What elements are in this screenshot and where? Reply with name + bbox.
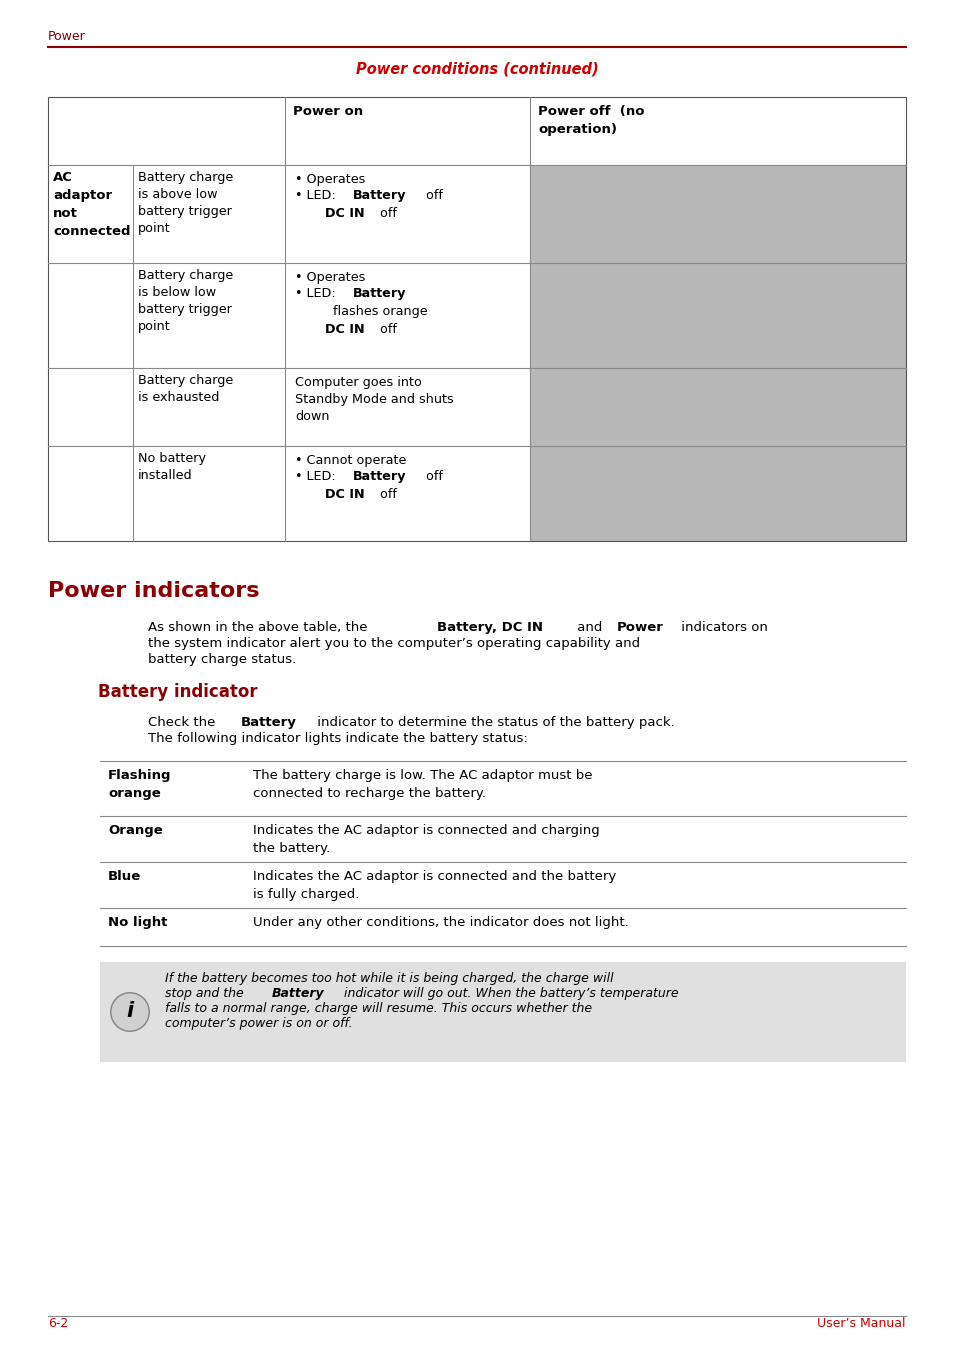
Text: Indicates the AC adaptor is connected and the battery
is fully charged.: Indicates the AC adaptor is connected an… bbox=[253, 869, 616, 900]
Text: As shown in the above table, the: As shown in the above table, the bbox=[148, 621, 372, 634]
Text: Orange: Orange bbox=[108, 823, 163, 837]
Text: i: i bbox=[127, 1000, 133, 1021]
Text: Battery: Battery bbox=[240, 717, 296, 729]
Text: Power: Power bbox=[617, 621, 663, 634]
Text: Battery charge
is exhausted: Battery charge is exhausted bbox=[138, 375, 233, 404]
Text: User’s Manual: User’s Manual bbox=[817, 1317, 905, 1330]
Text: Check the: Check the bbox=[148, 717, 219, 729]
Text: If the battery becomes too hot while it is being charged, the charge will: If the battery becomes too hot while it … bbox=[165, 972, 613, 986]
Text: Flashing
orange: Flashing orange bbox=[108, 769, 172, 799]
Bar bbox=[100, 963, 905, 1063]
Text: Battery, DC IN: Battery, DC IN bbox=[436, 621, 542, 634]
Text: AC
adaptor
not
connected: AC adaptor not connected bbox=[53, 170, 131, 238]
Circle shape bbox=[112, 994, 149, 1030]
Text: Battery: Battery bbox=[272, 987, 324, 1000]
Text: indicator will go out. When the battery’s temperature: indicator will go out. When the battery’… bbox=[339, 987, 678, 1000]
Text: indicators on: indicators on bbox=[677, 621, 767, 634]
Text: off: off bbox=[375, 207, 396, 220]
Text: stop and the: stop and the bbox=[165, 987, 248, 1000]
Text: The battery charge is low. The AC adaptor must be
connected to recharge the batt: The battery charge is low. The AC adapto… bbox=[253, 769, 592, 800]
Text: Battery: Battery bbox=[353, 287, 406, 300]
Text: Battery indicator: Battery indicator bbox=[98, 683, 257, 700]
Text: off: off bbox=[375, 323, 396, 337]
Text: computer’s power is on or off.: computer’s power is on or off. bbox=[165, 1017, 353, 1030]
Text: • LED:: • LED: bbox=[294, 189, 339, 201]
Text: falls to a normal range, charge will resume. This occurs whether the: falls to a normal range, charge will res… bbox=[165, 1002, 592, 1015]
Bar bbox=[530, 368, 905, 446]
Text: No battery
installed: No battery installed bbox=[138, 452, 206, 483]
Text: Battery charge
is below low
battery trigger
point: Battery charge is below low battery trig… bbox=[138, 269, 233, 333]
Text: Indicates the AC adaptor is connected and charging
the battery.: Indicates the AC adaptor is connected an… bbox=[253, 823, 599, 854]
Bar bbox=[530, 446, 905, 541]
Text: flashes orange: flashes orange bbox=[333, 306, 427, 318]
Text: 6-2: 6-2 bbox=[48, 1317, 69, 1330]
Text: Power conditions (continued): Power conditions (continued) bbox=[355, 62, 598, 77]
Text: • Operates: • Operates bbox=[294, 270, 365, 284]
Text: Blue: Blue bbox=[108, 869, 141, 883]
Bar bbox=[48, 97, 905, 541]
Bar bbox=[530, 165, 905, 264]
Text: DC IN: DC IN bbox=[325, 207, 364, 220]
Text: Battery: Battery bbox=[353, 189, 406, 201]
Text: Battery: Battery bbox=[353, 470, 406, 483]
Circle shape bbox=[110, 992, 150, 1032]
Text: • Operates: • Operates bbox=[294, 173, 365, 187]
Text: The following indicator lights indicate the battery status:: The following indicator lights indicate … bbox=[148, 731, 527, 745]
Text: indicator to determine the status of the battery pack.: indicator to determine the status of the… bbox=[313, 717, 674, 729]
Text: Under any other conditions, the indicator does not light.: Under any other conditions, the indicato… bbox=[253, 917, 628, 929]
Text: Battery charge
is above low
battery trigger
point: Battery charge is above low battery trig… bbox=[138, 170, 233, 235]
Text: the system indicator alert you to the computer’s operating capability and: the system indicator alert you to the co… bbox=[148, 637, 639, 650]
Text: Power: Power bbox=[48, 30, 86, 43]
Text: off: off bbox=[421, 189, 442, 201]
Text: battery charge status.: battery charge status. bbox=[148, 653, 296, 667]
Text: DC IN: DC IN bbox=[325, 488, 364, 502]
Text: and: and bbox=[573, 621, 606, 634]
Bar bbox=[530, 264, 905, 368]
Text: DC IN: DC IN bbox=[325, 323, 364, 337]
Text: Power off  (no
operation): Power off (no operation) bbox=[537, 105, 644, 137]
Text: off: off bbox=[421, 470, 442, 483]
Text: off: off bbox=[375, 488, 396, 502]
Text: Computer goes into
Standby Mode and shuts
down: Computer goes into Standby Mode and shut… bbox=[294, 376, 454, 423]
Text: Power indicators: Power indicators bbox=[48, 581, 259, 602]
Text: No light: No light bbox=[108, 917, 167, 929]
Text: • Cannot operate: • Cannot operate bbox=[294, 454, 406, 466]
Text: • LED:: • LED: bbox=[294, 470, 339, 483]
Text: Power on: Power on bbox=[293, 105, 363, 118]
Text: • LED:: • LED: bbox=[294, 287, 339, 300]
